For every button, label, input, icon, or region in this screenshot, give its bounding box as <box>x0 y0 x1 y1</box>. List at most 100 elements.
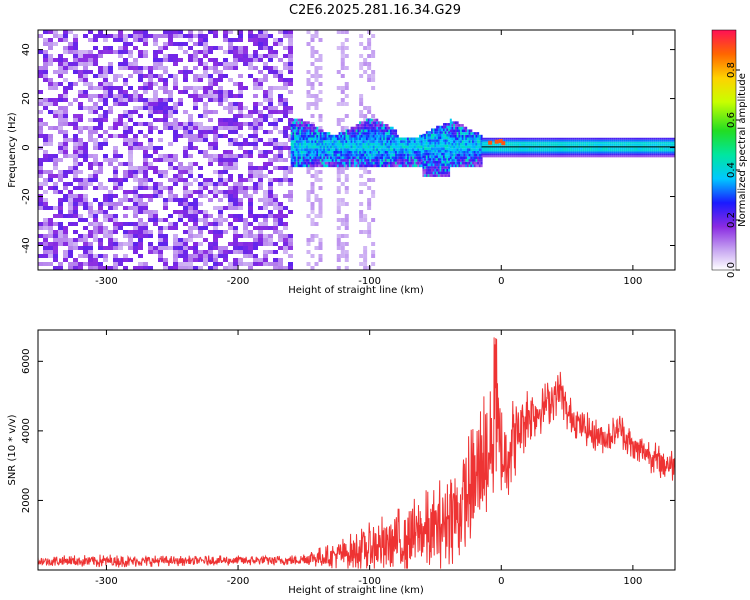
spectrogram-cell <box>302 134 305 138</box>
spectrogram-cell <box>389 145 392 149</box>
spectrogram-cell <box>348 134 351 138</box>
spectrogram-cell <box>258 258 263 262</box>
spectrogram-cell <box>290 161 293 165</box>
spectrogram-cell <box>345 161 348 165</box>
spectrogram-cell <box>253 54 258 58</box>
spectrogram-cell <box>580 139 583 142</box>
spectrogram-cell <box>362 156 365 160</box>
spectrogram-cell <box>288 122 293 126</box>
spectrogram-cell <box>663 155 666 158</box>
spectrogram-cell <box>263 90 268 94</box>
spectrogram-cell <box>427 131 430 134</box>
spectrogram-cell <box>233 214 238 218</box>
spectrogram-cell <box>295 156 298 160</box>
spectrogram-cell <box>473 161 476 165</box>
spectrogram-cell <box>371 254 376 258</box>
spectrogram-cell <box>568 141 571 144</box>
spectrogram-cell <box>453 142 456 146</box>
spectrogram-cell <box>268 130 273 134</box>
spectrogram-cell <box>258 262 263 266</box>
spectrogram-cell <box>461 145 464 149</box>
spectrogram-cell <box>78 130 83 134</box>
spectrogram-cell <box>173 110 178 114</box>
spectrogram-cell <box>509 137 512 140</box>
spectrogram-cell <box>493 147 496 150</box>
spectrogram-cell <box>248 142 253 146</box>
spectrogram-cell <box>43 254 48 258</box>
spectrogram-cell <box>278 98 283 102</box>
spectrogram-cell <box>463 129 466 133</box>
spectrogram-cell <box>318 134 321 138</box>
spectrogram-cell <box>63 134 68 138</box>
spectrogram-cell <box>405 153 408 157</box>
spectrogram-cell <box>331 134 334 138</box>
spectrogram-cell <box>306 194 311 198</box>
spectrogram-cell <box>489 149 492 152</box>
spectrogram-cell <box>611 139 614 142</box>
spectrogram-cell <box>53 254 58 258</box>
spectrogram-cell <box>371 242 376 246</box>
spectrogram-cell <box>268 250 273 254</box>
spectrogram-cell <box>432 166 435 169</box>
spectrogram-cell <box>158 78 163 82</box>
spectrogram-cell <box>233 194 238 198</box>
spectrogram-cell <box>432 160 435 164</box>
spectrogram-cell <box>326 140 329 143</box>
spectrogram-cell <box>629 139 632 142</box>
spectrogram-cell <box>263 262 268 266</box>
spectrogram-cell <box>347 145 350 149</box>
spectrogram-cell <box>371 124 374 127</box>
spectrogram-cell <box>98 210 103 214</box>
spectrogram-cell <box>326 148 329 151</box>
spectrogram-cell <box>379 126 382 130</box>
spectrogram-cell <box>519 151 522 154</box>
spectrogram-cell <box>143 42 148 46</box>
spectrogram-cell <box>123 162 128 166</box>
spectrogram-cell <box>243 234 248 238</box>
spectrogram-cell <box>513 153 516 156</box>
spectrogram-cell <box>103 38 108 42</box>
spectrogram-cell <box>118 242 123 246</box>
spectrogram-cell <box>360 129 363 133</box>
spectrogram-cell <box>258 214 263 218</box>
spectrogram-cell <box>427 171 430 175</box>
spectrogram-cell <box>352 159 355 162</box>
spectrogram-cell <box>318 148 321 151</box>
spectrogram-cell <box>367 140 370 143</box>
spectrogram-cell <box>398 153 401 157</box>
spectrogram-cell <box>446 152 449 156</box>
spectrogram-cell <box>173 234 178 238</box>
spectrogram-cell <box>582 151 585 154</box>
spectrogram-cell <box>316 156 319 160</box>
spectrogram-cell <box>118 202 123 206</box>
spectrogram-cell <box>540 139 543 142</box>
spectrogram-cell <box>98 222 103 226</box>
spectrogram-cell <box>213 170 218 174</box>
spectrogram-cell <box>352 126 355 130</box>
spectrogram-cell <box>83 62 88 66</box>
snr-xtick-label: -100 <box>358 576 381 587</box>
spectrogram-cell <box>473 137 476 141</box>
spectrogram-cell <box>362 153 365 157</box>
spectrogram-cell <box>532 155 535 158</box>
spectrogram-cell <box>663 149 666 152</box>
spectrogram-cell <box>307 145 310 149</box>
spectrogram-cell <box>359 153 362 157</box>
spectrogram-cell <box>238 106 243 110</box>
spectrogram-cell <box>288 106 293 110</box>
spectrogram-cell <box>480 156 483 160</box>
spectrogram-cell <box>38 186 43 190</box>
spectrogram-cell <box>495 147 498 150</box>
spectrogram-cell <box>133 214 138 218</box>
spectrogram-cell <box>521 137 524 140</box>
spectrogram-cell <box>376 164 379 168</box>
spectrogram-cell <box>118 46 123 50</box>
spectrogram-cell <box>463 134 466 138</box>
spectrogram-cell <box>611 153 614 156</box>
spectrogram-cell <box>183 150 188 154</box>
spectrogram-cell <box>263 190 268 194</box>
spectrogram-cell <box>318 58 323 62</box>
spectrogram-cell <box>306 140 309 143</box>
spectrogram-cell <box>427 163 430 167</box>
spectrogram-cell <box>138 38 143 42</box>
